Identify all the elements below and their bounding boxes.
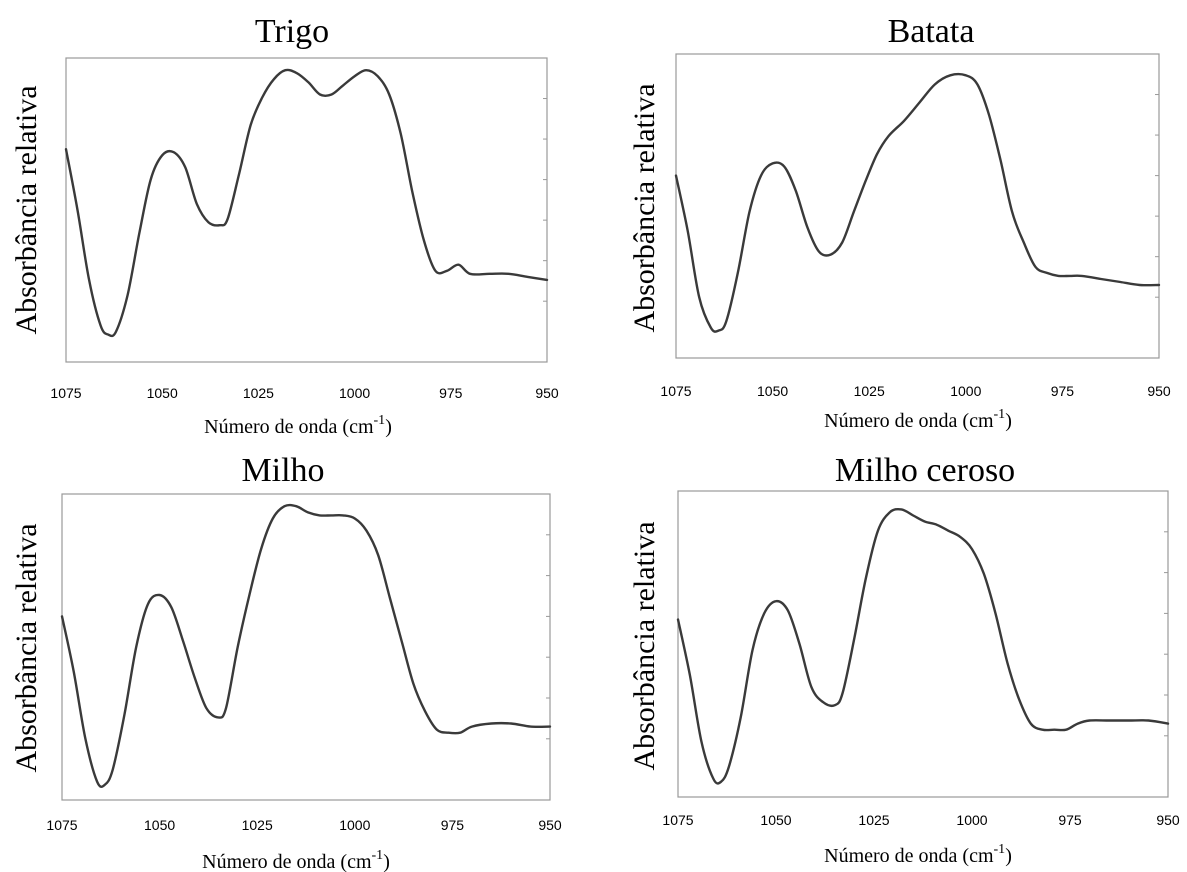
chart-title: Batata (888, 13, 975, 50)
x-tick-label: 1025 (242, 817, 273, 833)
spectrum-line (676, 507, 1170, 785)
plot-frame (65, 57, 548, 363)
x-axis-label-superscript: -1 (994, 842, 1006, 857)
chart-title: Trigo (255, 13, 329, 50)
plot-frame (675, 53, 1160, 359)
x-axis-label-main: Número de onda (cm (202, 851, 372, 872)
chart-panel-3: Milho ceroso Absorbância relativa 1075 1050… (628, 452, 1180, 867)
x-tick-label: 975 (1051, 383, 1075, 399)
x-tick-label: 1025 (243, 385, 274, 401)
x-axis-label-end: ) (385, 416, 392, 438)
x-axis-label-superscript: -1 (374, 413, 386, 428)
x-axis-label-main: Número de onda (cm (824, 410, 994, 432)
x-tick-label: 950 (1147, 383, 1171, 399)
x-tick-label: 1050 (147, 385, 178, 401)
x-tick-label: 975 (439, 385, 463, 401)
x-tick-label: 975 (441, 817, 465, 833)
x-axis-label-main: Número de onda (cm (824, 845, 994, 867)
chart-title: Milho ceroso (835, 452, 1015, 489)
x-tick-label: 950 (1156, 812, 1180, 828)
x-tick-label: 1000 (339, 817, 370, 833)
x-axis-label-superscript: -1 (372, 848, 384, 863)
y-axis-label: Absorbância relativa (628, 521, 661, 770)
x-axis-label-superscript: -1 (994, 407, 1006, 422)
spectrum-line (64, 68, 549, 338)
y-axis-label: Absorbância relativa (10, 523, 43, 772)
chart-panel-1: Batata Absorbância relativa 1075 1050 1025 10… (628, 13, 1171, 432)
plot-frame (677, 490, 1169, 798)
x-axis-label: Número de onda (cm-1) (824, 842, 1012, 867)
x-axis-label: Número de onda (cm-1) (202, 848, 390, 872)
y-axis-label: Absorbância relativa (628, 83, 661, 332)
x-tick-label: 1025 (854, 383, 885, 399)
x-axis-label: Número de onda (cm-1) (824, 407, 1012, 432)
x-axis-label-end: ) (1005, 410, 1012, 432)
x-tick-label: 1050 (757, 383, 788, 399)
y-axis-label: Absorbância relativa (10, 85, 43, 334)
x-tick-label: 1075 (50, 385, 81, 401)
spectrum-line (60, 503, 552, 788)
x-tick-label: 1000 (339, 385, 370, 401)
x-axis-label-end: ) (1005, 845, 1012, 867)
x-axis-label-main: Número de onda (cm (204, 416, 374, 438)
x-tick-label: 1075 (662, 812, 693, 828)
x-tick-label: 1050 (144, 817, 175, 833)
chart-panel-2: Milho Absorbância relativa 1075 1050 1025 100… (10, 452, 562, 872)
x-tick-label: 975 (1058, 812, 1082, 828)
x-tick-label: 1025 (858, 812, 889, 828)
chart-panel-0: Trigo Absorbância relativa 1075 1050 1025 100… (10, 13, 559, 438)
x-tick-label: 1075 (46, 817, 77, 833)
chart-title: Milho (241, 452, 324, 489)
spectrum-line (674, 72, 1161, 333)
plot-frame (61, 493, 551, 801)
x-tick-label: 950 (538, 817, 562, 833)
x-tick-label: 1050 (760, 812, 791, 828)
x-tick-label: 1000 (950, 383, 981, 399)
x-tick-label: 950 (535, 385, 559, 401)
x-tick-label: 1075 (660, 383, 691, 399)
x-tick-label: 1000 (956, 812, 987, 828)
x-axis-label-end: ) (383, 851, 390, 872)
x-axis-label: Número de onda (cm-1) (204, 413, 392, 438)
